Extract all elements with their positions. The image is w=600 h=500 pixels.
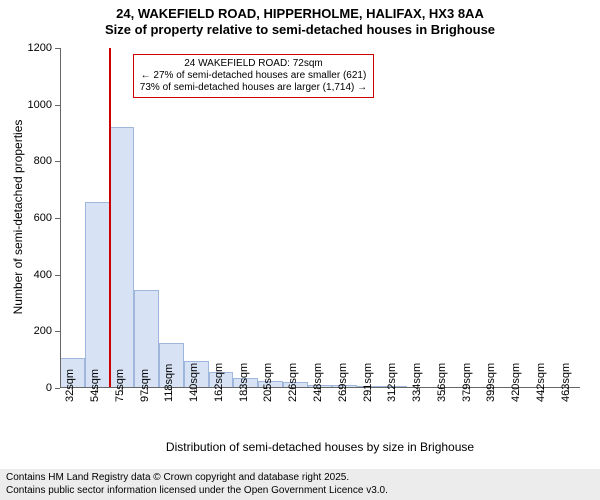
ytick-mark (55, 105, 60, 106)
x-axis-label: Distribution of semi-detached houses by … (60, 440, 580, 454)
bar (85, 202, 110, 388)
ytick-mark (55, 331, 60, 332)
footer-line-1: Contains HM Land Registry data © Crown c… (6, 472, 594, 485)
ytick-label: 0 (0, 382, 52, 394)
ytick-mark (55, 48, 60, 49)
title-line-1: 24, WAKEFIELD ROAD, HIPPERHOLME, HALIFAX… (0, 6, 600, 22)
ytick-label: 800 (0, 155, 52, 167)
ytick-mark (55, 218, 60, 219)
chart-container: 24, WAKEFIELD ROAD, HIPPERHOLME, HALIFAX… (0, 0, 600, 500)
title-line-2: Size of property relative to semi-detach… (0, 22, 600, 38)
bar (110, 127, 135, 388)
footer: Contains HM Land Registry data © Crown c… (0, 469, 600, 500)
ytick-mark (55, 161, 60, 162)
ytick-label: 1000 (0, 99, 52, 111)
annotation-line: 73% of semi-detached houses are larger (… (140, 82, 367, 94)
y-axis-line (60, 48, 61, 388)
annotation-line: 24 WAKEFIELD ROAD: 72sqm (140, 58, 367, 70)
marker-line (109, 48, 111, 388)
annotation-line: ← 27% of semi-detached houses are smalle… (140, 70, 367, 82)
chart-titles: 24, WAKEFIELD ROAD, HIPPERHOLME, HALIFAX… (0, 0, 600, 37)
annotation-box: 24 WAKEFIELD ROAD: 72sqm← 27% of semi-de… (133, 54, 374, 98)
ytick-label: 1200 (0, 42, 52, 54)
ytick-label: 400 (0, 269, 52, 281)
ytick-mark (55, 275, 60, 276)
ytick-label: 200 (0, 325, 52, 337)
plot-area: 24 WAKEFIELD ROAD: 72sqm← 27% of semi-de… (60, 48, 580, 388)
footer-line-2: Contains public sector information licen… (6, 485, 594, 498)
ytick-label: 600 (0, 212, 52, 224)
ytick-mark (55, 388, 60, 389)
